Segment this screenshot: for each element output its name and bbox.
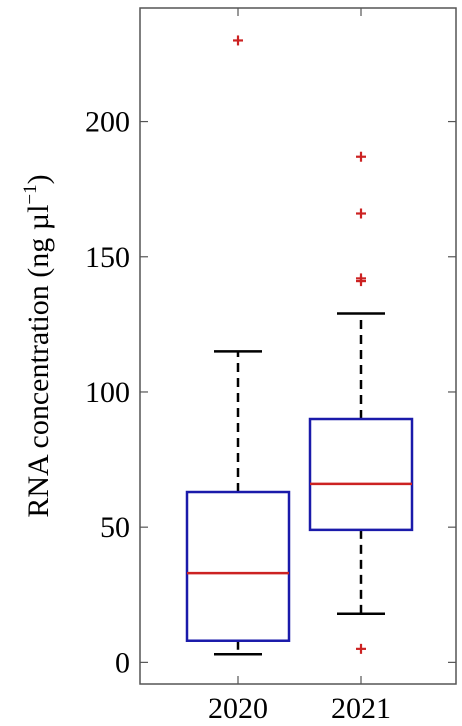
x-tick-label: 2020 <box>208 692 268 725</box>
outlier-point <box>356 273 366 284</box>
y-tick-label: 100 <box>85 376 130 409</box>
y-tick-label: 50 <box>100 511 130 544</box>
box-2020 <box>185 35 291 656</box>
y-tick-label: 200 <box>85 106 130 139</box>
boxes-group <box>185 35 414 656</box>
outlier-point <box>356 643 366 654</box>
x-axis: 2020 2021 <box>208 8 391 725</box>
outlier-point <box>356 151 366 162</box>
box-2021 <box>308 151 414 654</box>
outlier-point <box>356 208 366 219</box>
iqr-box <box>308 417 414 532</box>
y-axis-label: RNA concentration (ng µl−1) <box>20 174 55 517</box>
iqr-box <box>185 490 291 642</box>
plot-frame <box>139 7 457 685</box>
x-tick-label: 2021 <box>331 692 391 725</box>
y-tick-label: 0 <box>115 646 130 679</box>
y-axis: 0 50 100 150 200 <box>85 106 456 679</box>
y-tick-label: 150 <box>85 241 130 274</box>
outlier-point <box>233 35 243 46</box>
